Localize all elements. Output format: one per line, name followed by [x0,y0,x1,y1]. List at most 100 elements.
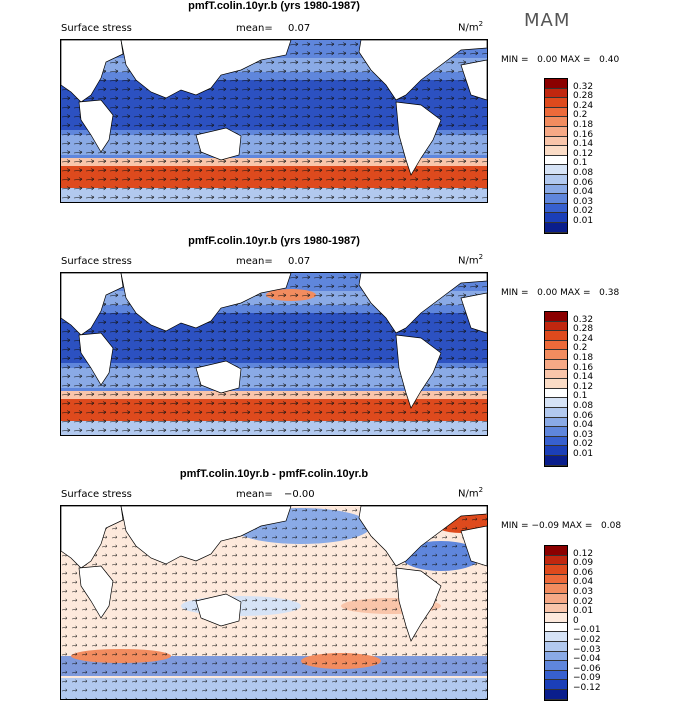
colorbar-tick-label: −0.06 [573,663,601,674]
colorbar-tick-label: 0.04 [573,420,594,431]
colorbar-tick-label: 0.01 [573,606,594,617]
colorbar-segment [545,603,567,614]
colorbar-segment [545,321,567,332]
colorbar-tick-label: −0.02 [573,635,601,645]
colorbar-segment [545,670,567,681]
panel-2-variable: Surface stress [61,256,132,267]
colorbar-tick-label: 0.12 [573,381,594,392]
colorbar-tick-label: 0.18 [573,120,594,130]
colorbar-tick-label: 0.02 [573,206,594,217]
colorbar-tick-label: 0.16 [573,362,594,373]
panel-3-mean-label: mean= [236,489,273,500]
colorbar-tick-label: 0.08 [573,168,594,178]
colorbar-segment [545,407,567,418]
colorbar-segment [545,136,567,147]
colorbar-segment [545,593,567,604]
colorbar-tick-label: 0.1 [573,391,588,402]
panel-1-title: pmfT.colin.10yr.b (yrs 1980-1987) [188,0,360,12]
colorbar-segment [545,398,567,408]
colorbar-segment [545,632,567,642]
panel-1-map-svg [61,40,487,202]
colorbar-segment [545,155,567,166]
colorbar-segment [545,680,567,690]
panel-1-minmax: MIN = 0.00 MAX = 0.40 [501,55,620,65]
panel-1-map [60,39,488,203]
colorbar-tick-label: −0.04 [573,654,601,665]
colorbar-tick-label: 0.02 [573,439,594,450]
colorbar-segment [545,565,567,575]
colorbar-segment [545,388,567,399]
colorbar-segment [545,107,567,118]
colorbar-segment [545,622,567,633]
colorbar-segment [545,436,567,447]
colorbar-segment [545,88,567,99]
colorbar-tick-label: 0.32 [573,314,594,325]
colorbar-segment [545,359,567,370]
colorbar-tick-label: 0.14 [573,372,594,383]
colorbar-segment [545,117,567,127]
panel-3-title: pmfT.colin.10yr.b - pmfF.colin.10yr.b [179,468,369,480]
colorbar-segment [545,417,567,428]
colorbar-tick-label: 0.01 [573,449,594,459]
colorbar-segment [545,165,567,175]
colorbar-segment [545,689,567,700]
panel-2-mean-value: 0.07 [288,256,311,267]
colorbar-tick-label: 0.24 [573,333,594,344]
colorbar-segment [545,222,567,233]
season-label: MAM [524,10,571,31]
panel-3-variable: Surface stress [61,489,132,500]
colorbar-segment [545,194,567,204]
colorbar-tick-label: 0.28 [573,91,594,102]
colorbar-tick-label: 0 [573,615,579,626]
colorbar-tick-label: 0.04 [573,187,594,198]
colorbar-tick-label: −0.12 [573,683,601,693]
colorbar-tick-label: 0.14 [573,139,594,150]
colorbar-segment [545,641,567,652]
colorbar-segment [545,203,567,214]
colorbar-segment [545,546,567,556]
colorbar-segment [545,213,567,223]
colorbar-segment [545,651,567,662]
panel-1-variable: Surface stress [61,23,132,34]
colorbar-segment [545,661,567,671]
colorbar-tick-label: 0.1 [573,158,588,169]
colorbar-segment [545,174,567,185]
colorbar-tick-label: 0.02 [573,596,594,607]
colorbar-segment [545,98,567,108]
colorbar-segment [545,184,567,195]
colorbar-segment [545,574,567,585]
colorbar-tick-label: 0.12 [573,548,594,559]
panel-1-units: N/m2 [458,20,484,34]
colorbar-tick-label: −0.09 [573,673,601,684]
panel-3-map-svg [61,506,487,699]
colorbar-tick-label: 0.18 [573,353,594,363]
colorbar-tick-label: 0.06 [573,567,594,578]
panel-1-mean-value: 0.07 [288,23,311,34]
colorbar-tick-label: 0.04 [573,577,594,588]
colorbar-segment [545,446,567,456]
colorbar-tick-label: 0.06 [573,177,594,188]
colorbar-tick-label: 0.01 [573,216,594,226]
colorbar-tick-label: 0.2 [573,343,588,354]
panel-3-mean-value: −0.00 [284,489,315,500]
colorbar-segment [545,350,567,360]
panel-3-minmax: MIN = −0.09 MAX = 0.08 [501,521,622,531]
colorbar-tick-label: 0.2 [573,110,588,121]
colorbar-segment [545,427,567,437]
colorbar-segment [545,79,567,89]
panel-1-mean-label: mean= [236,23,273,34]
panel-3-units: N/m2 [458,486,484,500]
colorbar-segment [545,312,567,322]
colorbar-segment [545,555,567,566]
colorbar-segment [545,340,567,351]
panel-3-colorbar [544,545,568,701]
colorbar-segment [545,369,567,380]
colorbar-tick-label: 0.12 [573,148,594,159]
panel-2-minmax: MIN = 0.00 MAX = 0.38 [501,288,620,298]
colorbar-tick-label: −0.01 [573,625,601,636]
colorbar-tick-label: 0.03 [573,587,594,597]
colorbar-segment [545,126,567,137]
colorbar-segment [545,455,567,466]
panel-2-units: N/m2 [458,253,484,267]
colorbar-tick-label: 0.32 [573,81,594,92]
